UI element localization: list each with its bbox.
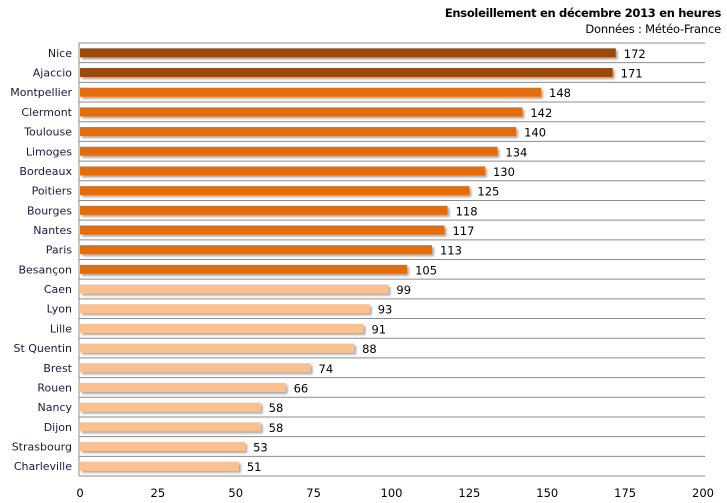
x-tick-label: 75 [306,486,321,500]
category-label: Lyon [47,303,72,316]
category-label: Caen [44,283,72,296]
category-label: Bordeaux [19,165,72,178]
bar-poitiers [80,186,470,196]
category-label: Clermont [21,106,72,119]
category-label: Brest [43,362,72,375]
x-tick-label: 50 [228,486,243,500]
category-label: Rouen [37,381,72,394]
data-label: 125 [477,185,499,199]
data-label: 140 [524,126,546,140]
data-label: 88 [362,342,377,356]
data-label: 51 [247,460,262,474]
bar-montpellier [80,87,542,97]
data-label: 118 [456,204,478,218]
data-label: 74 [319,362,334,376]
category-label: Dijon [44,421,72,434]
bar-clermont [80,107,523,117]
data-label: 117 [452,224,474,238]
category-label: Charleville [14,460,72,473]
category-label: Bourges [27,204,72,217]
x-tick-label: 100 [381,486,403,500]
bar-strasbourg [80,441,246,451]
bar-brest [80,363,311,373]
data-label: 91 [371,322,386,336]
data-label: 53 [253,440,268,454]
category-label: Paris [46,244,72,257]
category-label: Nice [48,47,72,60]
data-label: 93 [378,303,393,317]
chart-title: Ensoleillement en décembre 2013 en heure… [444,6,721,20]
x-tick-label: 125 [458,486,480,500]
bar-ajaccio [80,68,613,78]
bar-paris [80,245,432,255]
category-label: Poitiers [32,185,73,198]
bar-dijon [80,422,261,432]
bar-bordeaux [80,166,485,176]
x-tick-label: 25 [151,486,166,500]
x-tick-label: 0 [76,486,83,500]
data-label: 142 [530,106,552,120]
category-label: Montpellier [10,86,72,99]
bar-toulouse [80,127,517,137]
bar-rouen [80,382,286,392]
data-label: 99 [396,283,411,297]
bar-bourges [80,205,448,215]
data-label: 172 [624,47,646,61]
x-tick-label: 200 [692,486,714,500]
bar-caen [80,284,389,294]
bar-nancy [80,402,261,412]
data-label: 105 [415,263,437,277]
category-label: Lille [50,322,72,335]
bar-nantes [80,225,445,235]
bar-lille [80,323,364,333]
category-label: Nancy [38,401,73,414]
bar-st-quentin [80,343,355,353]
data-label: 58 [269,421,284,435]
data-label: 58 [269,401,284,415]
bar-lyon [80,304,370,314]
category-label: Limoges [26,145,72,158]
bar-besan-on [80,264,408,274]
category-label: Nantes [33,224,72,237]
category-label: Strasbourg [12,440,72,453]
bar-limoges [80,146,498,156]
x-tick-label: 175 [614,486,636,500]
data-label: 66 [294,381,309,395]
bar-charleville [80,461,239,471]
category-label: St Quentin [13,342,72,355]
category-label: Ajaccio [33,67,72,80]
bar-nice [80,48,616,58]
data-label: 134 [505,145,527,159]
data-label: 113 [440,244,462,258]
data-label: 171 [621,67,643,81]
x-tick-label: 150 [536,486,558,500]
data-label: 148 [549,86,571,100]
category-label: Besançon [18,263,72,276]
category-label: Toulouse [23,126,72,139]
data-label: 130 [493,165,515,179]
chart-subtitle: Données : Météo-France [585,22,721,36]
